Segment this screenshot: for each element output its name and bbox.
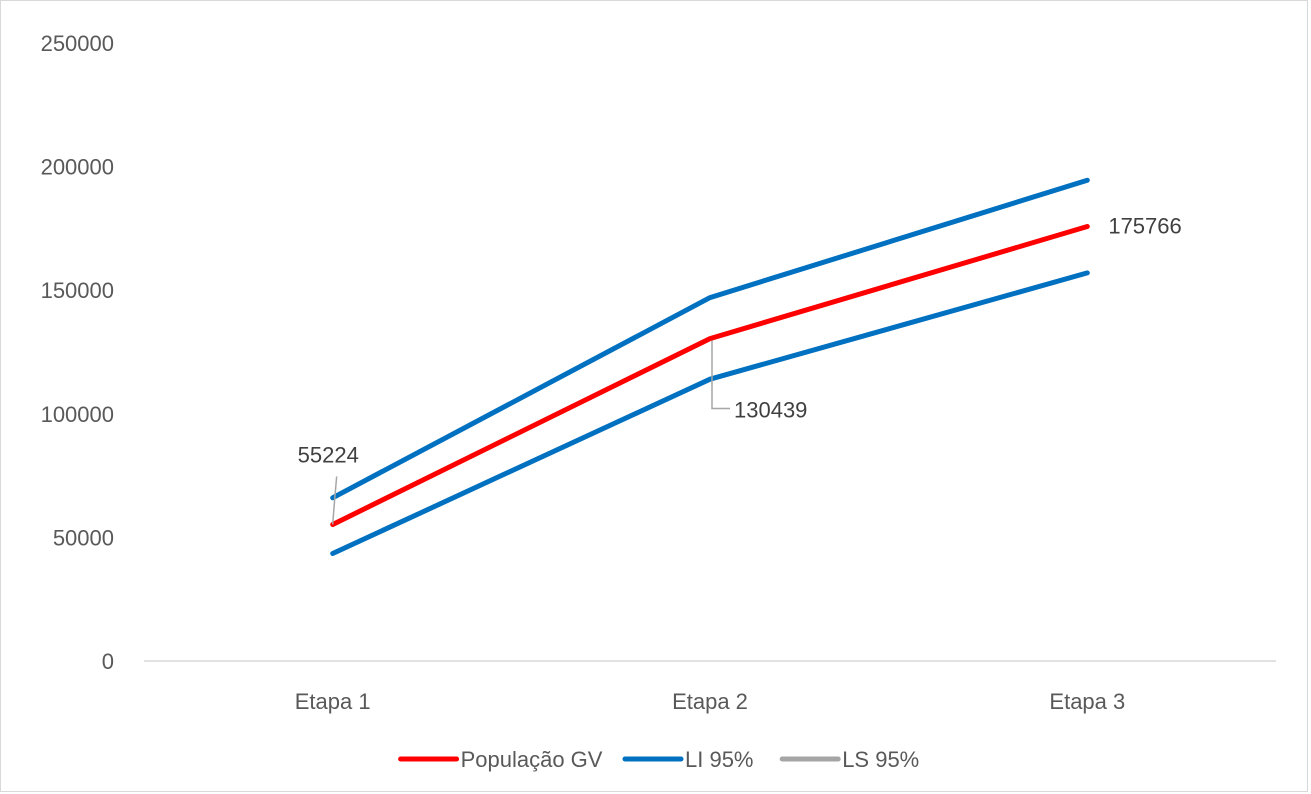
data-label: 175766 (1108, 214, 1181, 239)
y-tick-label: 200000 (41, 155, 114, 180)
x-tick-label: Etapa 1 (295, 689, 371, 714)
series-line-0 (330, 224, 1090, 527)
legend-label-1: LI 95% (685, 747, 754, 772)
y-tick-label: 250000 (41, 31, 114, 56)
x-axis-tick-labels: Etapa 1 Etapa 2 Etapa 3 (295, 689, 1126, 714)
data-label-leader-line (711, 340, 730, 410)
y-axis-tick-labels: 0 50000 100000 150000 200000 250000 (41, 31, 114, 674)
x-tick-label: Etapa 2 (672, 689, 748, 714)
series-line-2 (330, 270, 1090, 556)
data-label: 130439 (734, 398, 807, 423)
y-tick-label: 0 (102, 649, 114, 674)
series-line-1 (330, 177, 1090, 501)
legend-label-0: População GV (461, 747, 603, 772)
y-tick-label: 100000 (41, 402, 114, 427)
y-tick-label: 50000 (53, 525, 114, 550)
data-labels: 55224 130439 175766 (298, 214, 1182, 525)
data-label-leader-line (331, 476, 338, 525)
data-label: 55224 (298, 442, 359, 467)
x-tick-label: Etapa 3 (1049, 689, 1125, 714)
legend-label-2: LS 95% (842, 747, 919, 772)
legend: População GV LI 95% LS 95% (398, 747, 919, 772)
y-tick-label: 150000 (41, 278, 114, 303)
series-lines (330, 177, 1090, 556)
